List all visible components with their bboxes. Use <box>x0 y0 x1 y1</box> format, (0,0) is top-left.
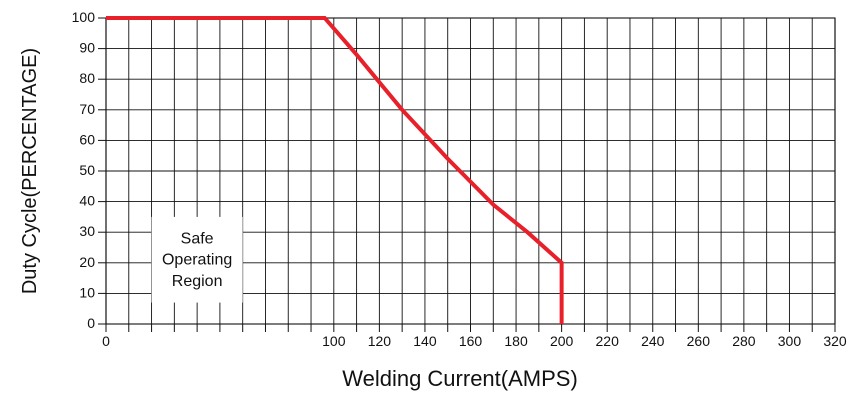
y-tick-label-80: 80 <box>79 70 95 86</box>
y-tick-label-10: 10 <box>79 284 95 300</box>
y-axis-label: Duty Cycle(PERCENTAGE) <box>19 48 41 294</box>
y-tick-label-30: 30 <box>79 223 95 239</box>
x-tick-label-100: 100 <box>322 333 346 349</box>
x-tick-label-140: 140 <box>413 333 437 349</box>
y-tick-label-0: 0 <box>87 315 95 331</box>
x-tick-label-120: 120 <box>368 333 392 349</box>
x-tick-label-320: 320 <box>823 333 847 349</box>
y-tick-label-100: 100 <box>72 9 96 25</box>
x-tick-label-260: 260 <box>687 333 711 349</box>
y-tick-label-60: 60 <box>79 131 95 147</box>
y-tick-label-50: 50 <box>79 162 95 178</box>
x-tick-label-180: 180 <box>504 333 528 349</box>
x-tick-label-0: 0 <box>102 333 110 349</box>
x-tick-label-200: 200 <box>550 333 574 349</box>
series-layer <box>106 16 564 324</box>
x-tick-label-300: 300 <box>778 333 802 349</box>
y-tick-label-40: 40 <box>79 193 95 209</box>
x-tick-label-240: 240 <box>641 333 665 349</box>
x-tick-label-280: 280 <box>732 333 756 349</box>
x-axis-label: Welding Current(AMPS) <box>342 366 578 391</box>
annotation-line-safe: Safe <box>181 230 214 247</box>
x-tick-label-160: 160 <box>459 333 483 349</box>
annotation-background <box>151 216 243 303</box>
annotation-line-region: Region <box>172 273 223 290</box>
x-tick-label-220: 220 <box>596 333 620 349</box>
y-tick-label-90: 90 <box>79 40 95 56</box>
series-line-0 <box>106 16 564 324</box>
annotation-line-operating: Operating <box>162 252 232 269</box>
grid <box>105 17 836 325</box>
y-tick-label-20: 20 <box>79 254 95 270</box>
y-tick-label-70: 70 <box>79 101 95 117</box>
annotation-area: Safe Operating Region <box>151 216 243 303</box>
axis-labels: Welding Current(AMPS) Duty Cycle(PERCENT… <box>19 48 578 391</box>
